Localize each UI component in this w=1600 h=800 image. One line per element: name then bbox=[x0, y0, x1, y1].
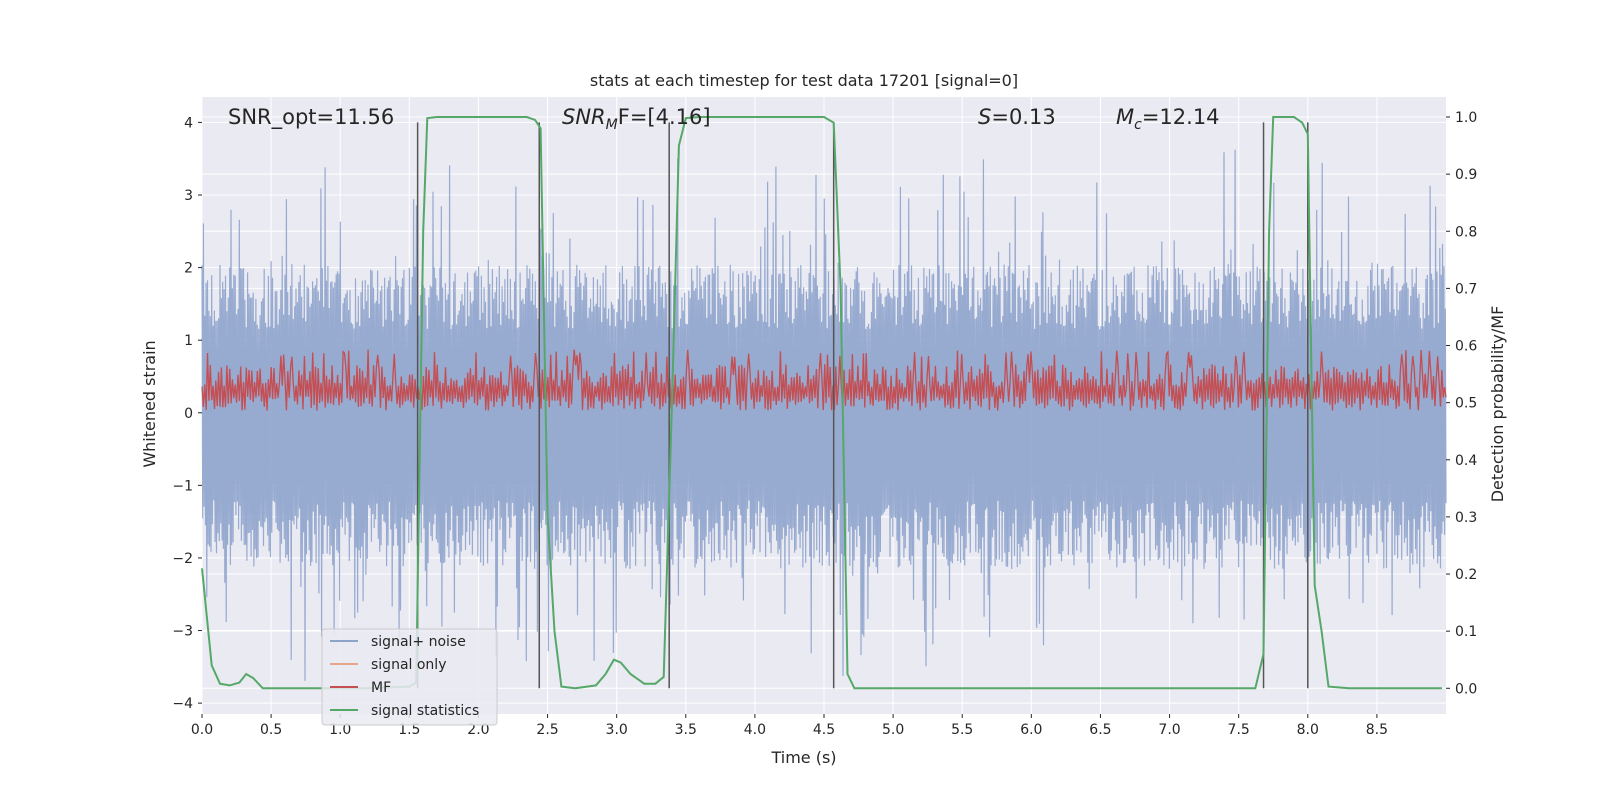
annotation-snr-mf-rest: F=[4.16] bbox=[618, 105, 711, 129]
x-tick-label: 3.0 bbox=[606, 722, 628, 738]
y2-tick-label: 0.6 bbox=[1455, 339, 1477, 355]
y-tick-label: 0 bbox=[184, 406, 193, 422]
annotation-snr-mf: SNRMF=[4.16] bbox=[562, 105, 711, 133]
series-line-signal-noise bbox=[201, 149, 1447, 681]
annotation-mc-sub: c bbox=[1134, 117, 1142, 133]
chart-title: stats at each timestep for test data 172… bbox=[590, 71, 1018, 90]
annotation-s-value: =0.13 bbox=[991, 105, 1055, 129]
x-tick-label: 1.0 bbox=[329, 722, 351, 738]
x-tick-label: 5.0 bbox=[882, 722, 904, 738]
series-signal-noise bbox=[201, 149, 1447, 681]
y2-tick-label: 0.8 bbox=[1455, 224, 1477, 240]
y2-tick-label: 0.2 bbox=[1455, 567, 1477, 583]
y2-axis-ticks: 0.0 0.1 0.2 0.3 0.4 0.5 0.6 0.7 0.8 0.9 1.0 bbox=[1446, 110, 1477, 697]
y2-tick-label: 0.1 bbox=[1455, 624, 1477, 640]
legend: signal+ noise signal only MF signal stat… bbox=[321, 628, 498, 726]
annotation-s-stat: S=0.13 bbox=[978, 105, 1056, 129]
y2-tick-label: 0.5 bbox=[1455, 396, 1477, 412]
legend-label-mf: MF bbox=[371, 680, 391, 696]
x-tick-label: 7.5 bbox=[1228, 722, 1250, 738]
y-axis-label: Whitened strain bbox=[140, 340, 159, 467]
x-tick-label: 7.0 bbox=[1158, 722, 1180, 738]
y2-axis-label: Detection probability/MF bbox=[1488, 306, 1507, 503]
y-tick-label: −2 bbox=[172, 551, 193, 567]
x-tick-label: 8.0 bbox=[1297, 722, 1319, 738]
x-tick-label: 6.5 bbox=[1089, 722, 1111, 738]
annotation-mc: Mc=12.14 bbox=[1116, 105, 1220, 133]
x-tick-label: 6.0 bbox=[1020, 722, 1042, 738]
y2-tick-label: 0.7 bbox=[1455, 281, 1477, 297]
y-tick-label: 2 bbox=[184, 261, 193, 277]
y-tick-label: 1 bbox=[184, 333, 193, 349]
series-line-mf bbox=[201, 349, 1447, 411]
y-tick-label: −3 bbox=[172, 624, 193, 640]
x-axis-label: Time (s) bbox=[770, 748, 836, 767]
x-tick-label: 3.5 bbox=[675, 722, 697, 738]
y2-tick-label: 0.4 bbox=[1455, 453, 1477, 469]
y-tick-label: 4 bbox=[184, 115, 193, 131]
annotation-snr-mf-base: SNR bbox=[562, 105, 606, 129]
y2-tick-label: 0.9 bbox=[1455, 167, 1477, 183]
x-tick-label: 2.5 bbox=[536, 722, 558, 738]
y-tick-label: −1 bbox=[172, 478, 193, 494]
y2-tick-label: 0.0 bbox=[1455, 681, 1477, 697]
x-tick-label: 4.5 bbox=[813, 722, 835, 738]
x-tick-label: 1.5 bbox=[398, 722, 420, 738]
annotation-mc-value: =12.14 bbox=[1142, 105, 1220, 129]
annotation-snr-mf-sub: M bbox=[606, 117, 618, 133]
x-tick-label: 5.5 bbox=[951, 722, 973, 738]
x-tick-label: 8.5 bbox=[1366, 722, 1388, 738]
y2-tick-label: 0.3 bbox=[1455, 510, 1477, 526]
legend-box bbox=[321, 628, 498, 726]
annotation-mc-base: M bbox=[1116, 105, 1134, 129]
x-tick-label: 2.0 bbox=[467, 722, 489, 738]
legend-label-signal-noise: signal+ noise bbox=[371, 634, 466, 650]
x-tick-label: 4.0 bbox=[744, 722, 766, 738]
y-axis-ticks: −4 −3 −2 −1 0 1 2 3 4 bbox=[172, 115, 202, 712]
y-tick-label: −4 bbox=[172, 696, 193, 712]
series-mf bbox=[201, 349, 1447, 411]
annotation-snr-opt: SNR_opt=11.56 bbox=[228, 105, 394, 130]
x-tick-label: 0.5 bbox=[260, 722, 282, 738]
annotation-s-symbol: S bbox=[978, 105, 991, 129]
legend-label-signal-only: signal only bbox=[371, 657, 446, 673]
legend-label-signal-statistics: signal statistics bbox=[371, 703, 479, 719]
y2-tick-label: 1.0 bbox=[1455, 110, 1477, 126]
y-tick-label: 3 bbox=[184, 188, 193, 204]
x-tick-label: 0.0 bbox=[191, 722, 213, 738]
x-axis-ticks: 0.0 0.5 1.0 1.5 2.0 2.5 3.0 3.5 4.0 4.5 5.0 5.5 6.0 6… bbox=[191, 714, 1388, 738]
